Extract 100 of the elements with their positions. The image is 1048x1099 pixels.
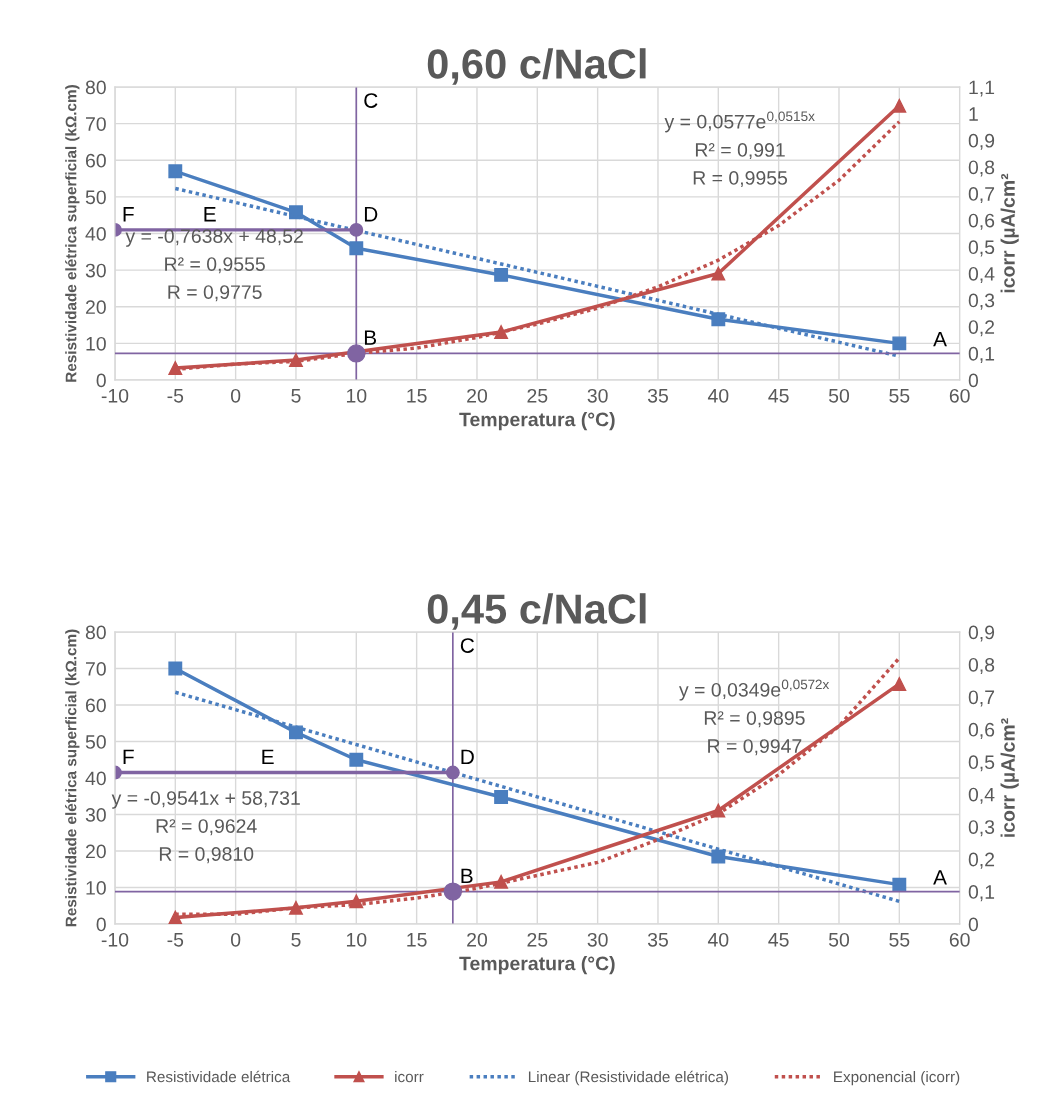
x-tick-label: 35: [647, 388, 668, 403]
annotation: E: [262, 749, 274, 765]
x-tick-label: -10: [101, 388, 129, 403]
x-tick-label: 5: [291, 389, 301, 403]
y2-axis-title: icorr (µA/cm²: [1000, 173, 1019, 293]
point: [168, 910, 183, 925]
annotation: B: [364, 330, 377, 345]
point: [168, 164, 183, 179]
y-tick-label: 80: [85, 625, 106, 640]
y-tick-label: 60: [85, 698, 106, 713]
x-axis-title: Temperatura (°C): [459, 956, 615, 975]
x-tick-label: 55: [889, 389, 910, 403]
point: [289, 725, 303, 740]
y-tick-label: 20: [85, 844, 106, 859]
point: [892, 677, 907, 691]
y2-tick-label: 0,4: [968, 266, 995, 284]
y-tick-label: 40: [85, 227, 106, 241]
y2-tick-label: 0,1: [968, 885, 995, 902]
legend-label: Resistividade elétrica: [147, 1070, 291, 1083]
y2-tick-label: 0,3: [968, 820, 995, 837]
x-tick-label: 35: [647, 932, 668, 947]
y-tick-label: 10: [86, 336, 106, 351]
point: [443, 882, 463, 901]
text: y = 0,0349e$^{0,0572x}$ R² = 0,9895 R = 0,9947: [679, 679, 830, 756]
chart-title: 0,45 c/NaCl: [427, 593, 646, 630]
y2-tick-label: 0,5: [968, 755, 995, 772]
y-tick-label: 80: [85, 80, 106, 95]
x-tick-label: 5: [291, 933, 301, 947]
y2-tick-label: 0,7: [968, 187, 995, 204]
annotation: E: [204, 207, 216, 222]
point: [349, 752, 364, 767]
y2-axis-title: icorr (µA/cm²: [1000, 718, 1019, 837]
y-tick-label: 0: [96, 373, 106, 388]
point: [892, 98, 907, 113]
point: [349, 241, 364, 256]
y-tick-label: 0: [96, 917, 106, 932]
x-tick-label: 40: [707, 388, 729, 403]
x-tick-label: 25: [527, 388, 548, 403]
x-tick-label: 10: [346, 932, 367, 947]
x-tick-label: 20: [467, 388, 488, 403]
x-tick-label: 20: [467, 932, 488, 947]
y-axis-title: Resistividade elétrica superficial (kΩ.cm): [65, 85, 80, 382]
y-tick-label: 50: [85, 190, 106, 205]
annotation: B: [461, 868, 473, 884]
y2-tick-label: 0: [968, 373, 979, 388]
ref-line-label: A: [933, 331, 947, 347]
y2-tick-label: 0,4: [968, 787, 995, 804]
point: [289, 353, 303, 368]
x-tick-label: 15: [407, 933, 427, 947]
y2-tick-label: 0,8: [968, 160, 995, 177]
x-tick-label: 45: [768, 389, 789, 403]
ref-line-label: C: [460, 638, 475, 653]
y2-tick-label: 0,8: [968, 657, 995, 675]
ref-line-label: A: [933, 870, 947, 885]
x-tick-label: 50: [828, 932, 850, 947]
y-tick-label: 50: [85, 735, 106, 749]
x-tick-label: 15: [407, 389, 427, 403]
x-tick-label: 50: [828, 388, 850, 403]
legend-label: Linear (Resistividade elétrica): [528, 1070, 728, 1086]
ref-line-label: C: [364, 93, 378, 108]
x-tick-label: 30: [587, 932, 608, 947]
x-tick-label: 45: [768, 933, 789, 947]
x-tick-label: 40: [707, 932, 729, 947]
x-axis-title: Temperatura (°C): [459, 412, 615, 431]
y2-tick-label: 0,3: [968, 293, 995, 310]
point: [289, 900, 303, 915]
legend-label: Exponencial (icorr): [834, 1071, 960, 1086]
y2-tick-label: 0,2: [968, 852, 995, 869]
y2-tick-label: 1,1: [969, 80, 995, 97]
point: [168, 661, 183, 676]
annotation: F: [123, 749, 134, 765]
x-tick-label: 60: [949, 388, 970, 403]
x-tick-label: 0: [230, 932, 241, 947]
y2-tick-label: 0,9: [968, 133, 995, 150]
point: [494, 874, 509, 889]
y-tick-label: 30: [85, 263, 106, 278]
y2-tick-label: 1: [969, 107, 978, 121]
x-tick-label: 0: [230, 388, 241, 403]
legend-label: icorr: [395, 1071, 424, 1083]
y2-tick-label: 0: [968, 917, 979, 932]
y-tick-label: 20: [85, 300, 106, 315]
chart-title: 0,60 c/NaCl: [427, 48, 646, 85]
point: [289, 205, 303, 220]
x-tick-label: 10: [346, 388, 367, 403]
y-tick-label: 40: [85, 771, 106, 786]
point: [494, 325, 509, 340]
y2-tick-label: 0,2: [968, 320, 995, 337]
x-tick-label: -5: [167, 389, 184, 403]
y-tick-label: 70: [86, 117, 106, 131]
point: [892, 336, 907, 351]
point: [711, 312, 726, 327]
x-tick-label: -5: [167, 933, 184, 947]
y-tick-label: 70: [86, 662, 106, 676]
annotation: y = -0,9541x + 58,731 R² = 0,9624 R = 0,9810: [111, 791, 300, 864]
y2-tick-label: 0,6: [968, 722, 995, 739]
x-tick-label: -10: [101, 932, 129, 947]
point: [494, 790, 509, 804]
point: [711, 849, 726, 864]
point: [347, 344, 366, 363]
x-tick-label: 55: [889, 933, 910, 947]
